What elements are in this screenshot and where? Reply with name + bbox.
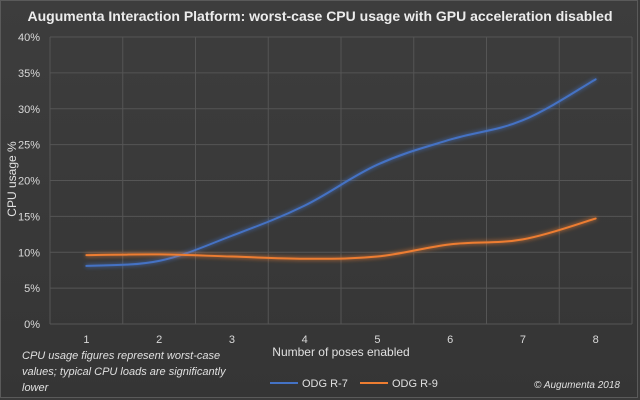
x-axis-label: Number of poses enabled — [272, 345, 409, 359]
chart-title: Augumenta Interaction Platform: worst-ca… — [27, 8, 612, 24]
footnote-line-3: lower — [22, 382, 50, 394]
legend-label-odg-r9: ODG R-9 — [392, 378, 438, 390]
copyright: © Augumenta 2018 — [534, 380, 620, 391]
footnote-line-1: CPU usage figures represent worst-case — [22, 350, 220, 362]
y-axis-ticks: 0% 5% 10% 15% 20% 25% 30% 35% 40% — [18, 32, 40, 331]
x-tick-label: 2 — [156, 334, 162, 346]
x-tick-label: 1 — [83, 334, 89, 346]
y-tick-label: 0% — [24, 319, 40, 331]
y-tick-label: 30% — [18, 104, 40, 116]
footnote-line-2: values; typical CPU loads are significan… — [22, 366, 227, 378]
x-tick-label: 8 — [593, 334, 599, 346]
legend-label-odg-r7: ODG R-7 — [302, 378, 348, 390]
footnote: CPU usage figures represent worst-case v… — [22, 350, 227, 394]
y-tick-label: 10% — [18, 247, 40, 259]
grid — [49, 36, 633, 325]
x-tick-label: 5 — [374, 334, 380, 346]
series-lines — [85, 78, 597, 267]
y-tick-label: 20% — [18, 176, 40, 188]
y-tick-label: 35% — [18, 68, 40, 80]
x-tick-label: 3 — [229, 334, 235, 346]
series-line-odg-r-9 — [85, 217, 597, 260]
x-tick-label: 7 — [520, 334, 526, 346]
y-tick-label: 15% — [18, 211, 40, 223]
y-tick-label: 25% — [18, 140, 40, 152]
y-tick-label: 40% — [18, 32, 40, 44]
series-line-odg-r-7 — [85, 78, 597, 267]
x-axis-ticks: 1 2 3 4 5 6 7 8 — [83, 334, 598, 346]
legend: ODG R-7 ODG R-9 — [270, 378, 438, 390]
x-tick-label: 6 — [447, 334, 453, 346]
y-axis-label: CPU usage % — [5, 141, 19, 217]
x-tick-label: 4 — [302, 334, 308, 346]
y-tick-label: 5% — [24, 283, 40, 295]
